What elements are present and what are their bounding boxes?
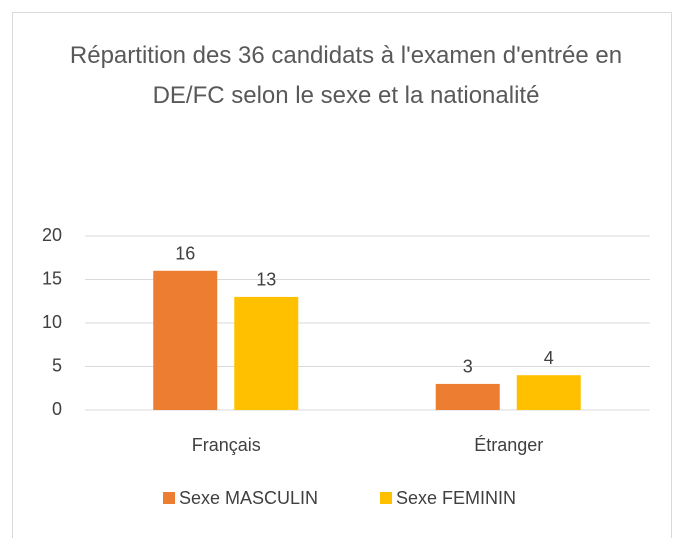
legend-label: Sexe MASCULIN — [179, 488, 318, 508]
bar — [234, 296, 299, 410]
chart-border — [12, 12, 672, 538]
bar — [435, 383, 500, 410]
y-tick-label: 0 — [52, 399, 62, 419]
x-tick-label: Français — [192, 435, 261, 455]
x-tick-label: Étranger — [474, 435, 543, 455]
legend-label: Sexe FEMININ — [396, 488, 516, 508]
data-label: 3 — [463, 357, 473, 377]
bar — [516, 375, 581, 410]
y-tick-label: 15 — [42, 268, 62, 288]
data-label: 13 — [256, 270, 276, 290]
chart-title: Répartition des 36 candidats à l'examen … — [69, 42, 623, 109]
y-tick-label: 5 — [52, 355, 62, 375]
bar — [153, 270, 218, 410]
data-label: 16 — [175, 244, 195, 264]
y-tick-label: 10 — [42, 312, 62, 332]
legend-swatch — [163, 492, 175, 504]
data-label: 4 — [544, 348, 554, 368]
y-tick-label: 20 — [42, 225, 62, 245]
legend-swatch — [380, 492, 392, 504]
